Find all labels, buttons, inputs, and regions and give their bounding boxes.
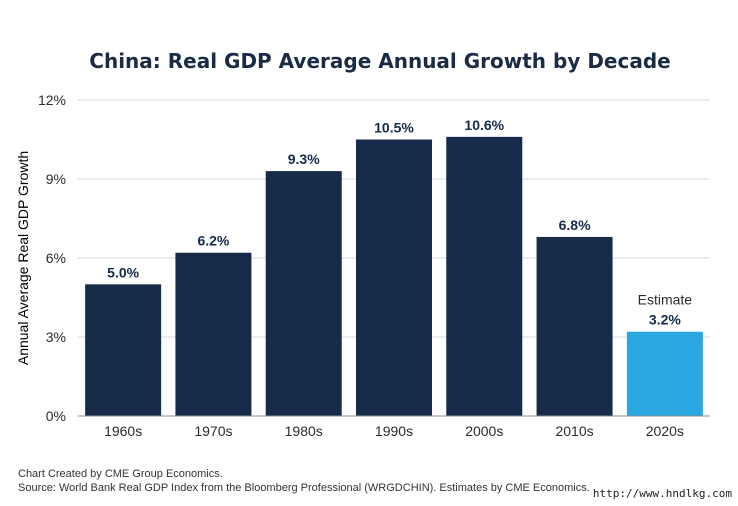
x-tick-label: 1970s [194, 423, 232, 439]
y-tick-label: 12% [38, 92, 66, 108]
source-note: Source: World Bank Real GDP Index from t… [18, 482, 590, 494]
x-axis-ticks: 1960s 1970s 1980s 1990s 2000s 2010s 2020s [104, 423, 684, 439]
bar-2010s [536, 236, 613, 416]
data-label: 3.2% [649, 312, 681, 328]
data-labels: 5.0% 6.2% 9.3% 10.5% 10.6% 6.8% 3.2% Estimate [107, 117, 692, 328]
y-axis-label: Annual Average Real GDP Growth [15, 151, 31, 365]
x-tick-label: 1980s [285, 423, 323, 439]
y-axis-ticks: 0% 3% 6% 9% 12% [38, 92, 66, 424]
y-tick-label: 9% [46, 171, 66, 187]
data-label: 6.2% [197, 233, 229, 249]
x-tick-label: 2000s [465, 423, 503, 439]
x-tick-label: 1990s [375, 423, 413, 439]
x-tick-label: 2010s [555, 423, 593, 439]
y-tick-label: 3% [46, 329, 66, 345]
x-tick-label: 1960s [104, 423, 142, 439]
data-label: 6.8% [559, 217, 591, 233]
bar-1970s [175, 252, 252, 416]
estimate-annotation: Estimate [638, 292, 693, 308]
data-label: 9.3% [288, 151, 320, 167]
watermark: http://www.hndlkg.com [592, 487, 732, 500]
credit-note: Chart Created by CME Group Economics. [18, 468, 223, 480]
data-label: 10.5% [374, 120, 414, 136]
bar-1960s [85, 284, 162, 416]
x-tick-label: 2020s [646, 423, 684, 439]
data-label: 5.0% [107, 264, 139, 280]
bar-2020s [626, 331, 703, 416]
bars [85, 136, 703, 416]
bar-1990s [356, 139, 432, 416]
chart-title: China: Real GDP Average Annual Growth by… [89, 49, 670, 73]
bar-1980s [265, 171, 342, 416]
bar-2000s [446, 136, 523, 416]
y-tick-label: 6% [46, 250, 66, 266]
y-tick-label: 0% [46, 408, 66, 424]
data-label: 10.6% [464, 117, 504, 133]
